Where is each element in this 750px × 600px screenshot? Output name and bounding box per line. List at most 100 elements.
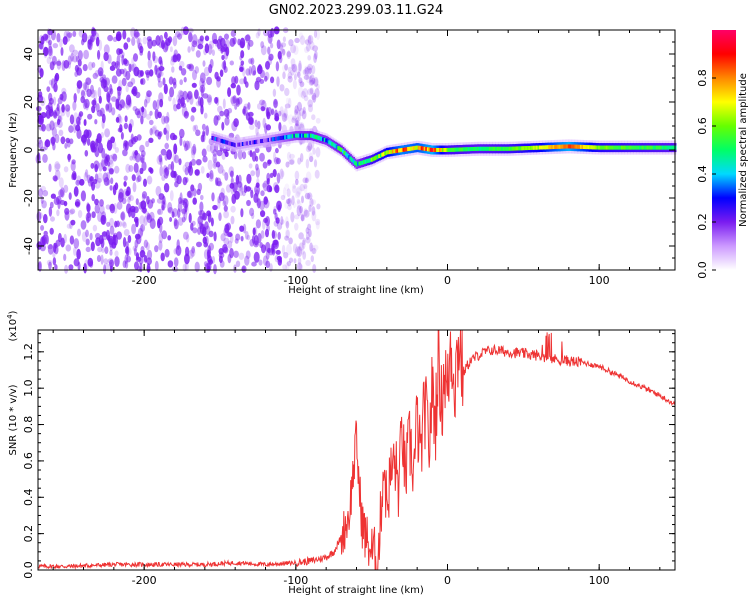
spectrogram-ridge-core (557, 144, 560, 149)
spectrogram-noise-point (284, 63, 288, 71)
spectrogram-noise-point (140, 78, 144, 85)
spectrogram-noise-point (260, 190, 265, 197)
spectrogram-ridge-core (658, 145, 662, 150)
spectrogram-noise-point (91, 145, 97, 153)
spectrogram-ridge-core (387, 150, 390, 155)
spectrogram-noise-point (251, 212, 255, 220)
spectrogram-noise-point (297, 257, 302, 265)
spectrogram-noise-point (107, 258, 114, 264)
spectrogram-ridge-core (560, 144, 563, 149)
spectrogram-noise-point (294, 37, 300, 44)
spectrogram-noise-point (181, 105, 188, 117)
spectrogram-noise-point (223, 108, 230, 118)
spectrogram-ridge-core (384, 151, 387, 156)
spectrogram-noise-point (63, 30, 68, 39)
spectrogram-noise-point (242, 223, 247, 234)
spectrogram-noise-point (304, 65, 309, 72)
spectrogram-noise-point (132, 182, 137, 193)
spectrogram-noise-point (202, 93, 209, 99)
spectrogram-noise-point (68, 125, 74, 133)
spectrogram-noise-point (179, 60, 185, 68)
spectrogram-noise-point (66, 107, 70, 118)
spectrogram-ridge-core (440, 148, 443, 152)
spectrogram-ridge-core (435, 148, 439, 152)
spectrogram-noise-point (216, 177, 222, 187)
spectrogram-noise-point (263, 198, 270, 209)
spectrogram-ridge-core (464, 147, 468, 152)
spectrogram-noise-point (250, 57, 255, 65)
spectrogram-ridge-core (589, 145, 592, 150)
spectrogram-noise-point (246, 234, 251, 241)
spectrogram-noise-point (104, 128, 110, 138)
spectrogram-noise-point (158, 216, 164, 226)
spectrogram-ridge-core (232, 142, 236, 147)
spectrogram-noise-point (254, 147, 260, 154)
spectrogram-ridge-core (666, 145, 669, 150)
spectrogram-ridge-core (349, 156, 352, 161)
spectrogram-noise-point (304, 192, 311, 200)
spectrogram-noise-point (69, 208, 76, 215)
spectrogram-noise-point (126, 245, 130, 257)
spectrogram-noise-point (306, 43, 311, 52)
spectrogram-noise-point (287, 197, 292, 207)
spectrogram-noise-point (314, 50, 318, 60)
spectrogram-noise-point (277, 204, 281, 211)
spectrogram-ridge-core (211, 136, 214, 140)
spectrogram-noise-point (297, 101, 302, 112)
spectrogram-ridge-core (396, 148, 399, 153)
spectrogram-noise-point (270, 76, 275, 84)
spectrogram-noise-point (296, 68, 300, 77)
spectrogram-noise-point (296, 205, 302, 217)
spectrogram-noise-point (91, 62, 96, 68)
spectrogram-ridge-core (640, 145, 644, 150)
spectrogram-ridge-core (300, 133, 304, 138)
spectrogram-noise-point (298, 108, 305, 117)
spectrogram-ridge-core (299, 133, 302, 138)
spectrogram-ridge-core (467, 147, 471, 152)
spectrogram-noise-point (121, 220, 126, 227)
spectrogram-ridge-core (288, 134, 292, 139)
spectrogram-noise-point (90, 89, 96, 98)
colorbar-ticks: 0.0 0.2 0.4 0.6 0.8 (696, 69, 716, 279)
spectrogram-noise-point (38, 261, 42, 272)
spectrogram-noise-point (73, 246, 77, 256)
spectrogram-noise-point (172, 208, 178, 217)
spectrogram-ridge-core (625, 145, 628, 150)
spectrogram-noise-point (117, 91, 121, 101)
spectrogram-noise-point (307, 63, 313, 71)
spectrogram-ridge-core (669, 145, 672, 150)
spectrogram-noise-point (293, 258, 297, 264)
spectrogram-noise-point (54, 163, 61, 170)
spectrogram-noise-point (146, 212, 151, 220)
spectrogram-ridge-core (320, 137, 324, 141)
spectrogram-noise-point (285, 198, 291, 204)
spectrogram-x-tick-label: -100 (283, 274, 308, 287)
spectrogram-noise-point (254, 119, 258, 128)
spectrogram-ridge-core (322, 137, 325, 142)
spectrogram-noise-point (285, 229, 290, 239)
spectrogram-ridge-core (372, 156, 375, 161)
spectrogram-noise-point (61, 87, 67, 95)
spectrogram-noise-point (87, 113, 93, 120)
spectrogram-noise-point (212, 39, 218, 45)
spectrogram-noise-point (187, 165, 191, 173)
spectrogram-ridge-core (584, 145, 587, 150)
spectrogram-noise-point (238, 252, 245, 260)
spectrogram-noise-point (292, 243, 298, 254)
spectrogram-ridge-core (370, 157, 374, 162)
spectrogram-ridge-core (469, 147, 472, 152)
spectrogram-noise-point (308, 152, 314, 163)
spectrogram-ridge-core (651, 145, 654, 150)
spectrogram-noise-point (187, 90, 193, 100)
spectrogram-ridge-core (231, 142, 234, 147)
snr-y-tick-label: 0.6 (22, 452, 35, 470)
spectrogram-noise-point (224, 172, 229, 181)
spectrogram-noise-point (309, 87, 314, 95)
spectrogram-noise-point (85, 229, 89, 238)
spectrogram-noise-point (227, 107, 233, 114)
spectrogram-noise-point (82, 82, 87, 91)
spectrogram-ridge-core (552, 145, 556, 149)
spectrogram-noise-point (229, 182, 235, 189)
spectrogram-noise-point (245, 250, 251, 259)
spectrogram-noise-point (130, 208, 136, 219)
